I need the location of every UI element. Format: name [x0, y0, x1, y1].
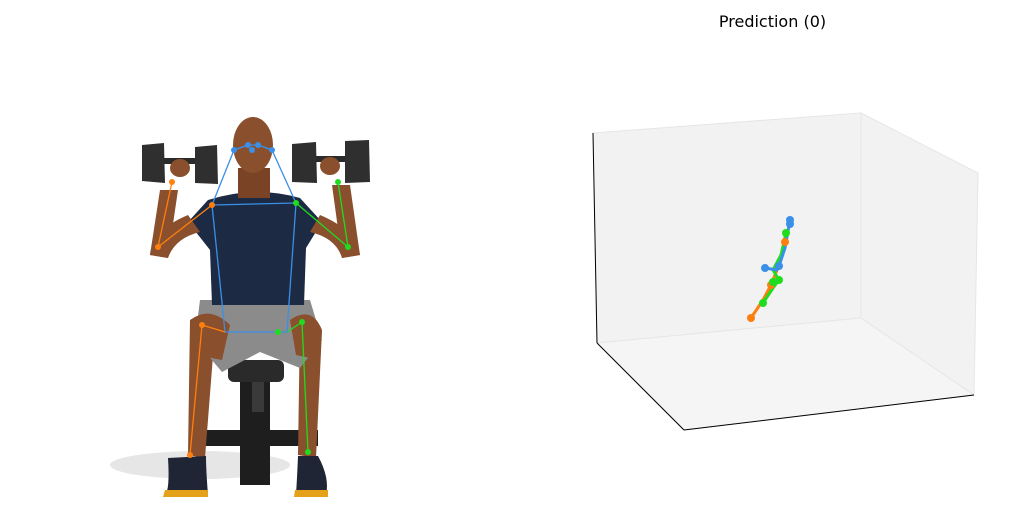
photo-panel — [110, 117, 370, 497]
t-shirt — [188, 191, 322, 305]
dumbbell-left — [142, 143, 218, 184]
dumbbell-right — [292, 140, 370, 183]
pose-joints-2d — [155, 142, 351, 458]
photo-canvas — [110, 117, 370, 497]
shorts — [195, 300, 322, 372]
shoes — [163, 456, 328, 497]
plot-title: Prediction (0) — [718, 12, 827, 31]
pane-back — [592, 112, 862, 344]
skeleton-face — [233, 144, 273, 151]
head — [233, 117, 273, 198]
skeleton3d-left-chain — [761, 231, 788, 305]
plot-3d-canvas — [592, 112, 979, 431]
axes-3d — [592, 132, 975, 431]
plot-panel: Prediction (0) — [515, 0, 1030, 515]
bench — [198, 360, 318, 485]
pose-joints-3d — [747, 216, 794, 322]
